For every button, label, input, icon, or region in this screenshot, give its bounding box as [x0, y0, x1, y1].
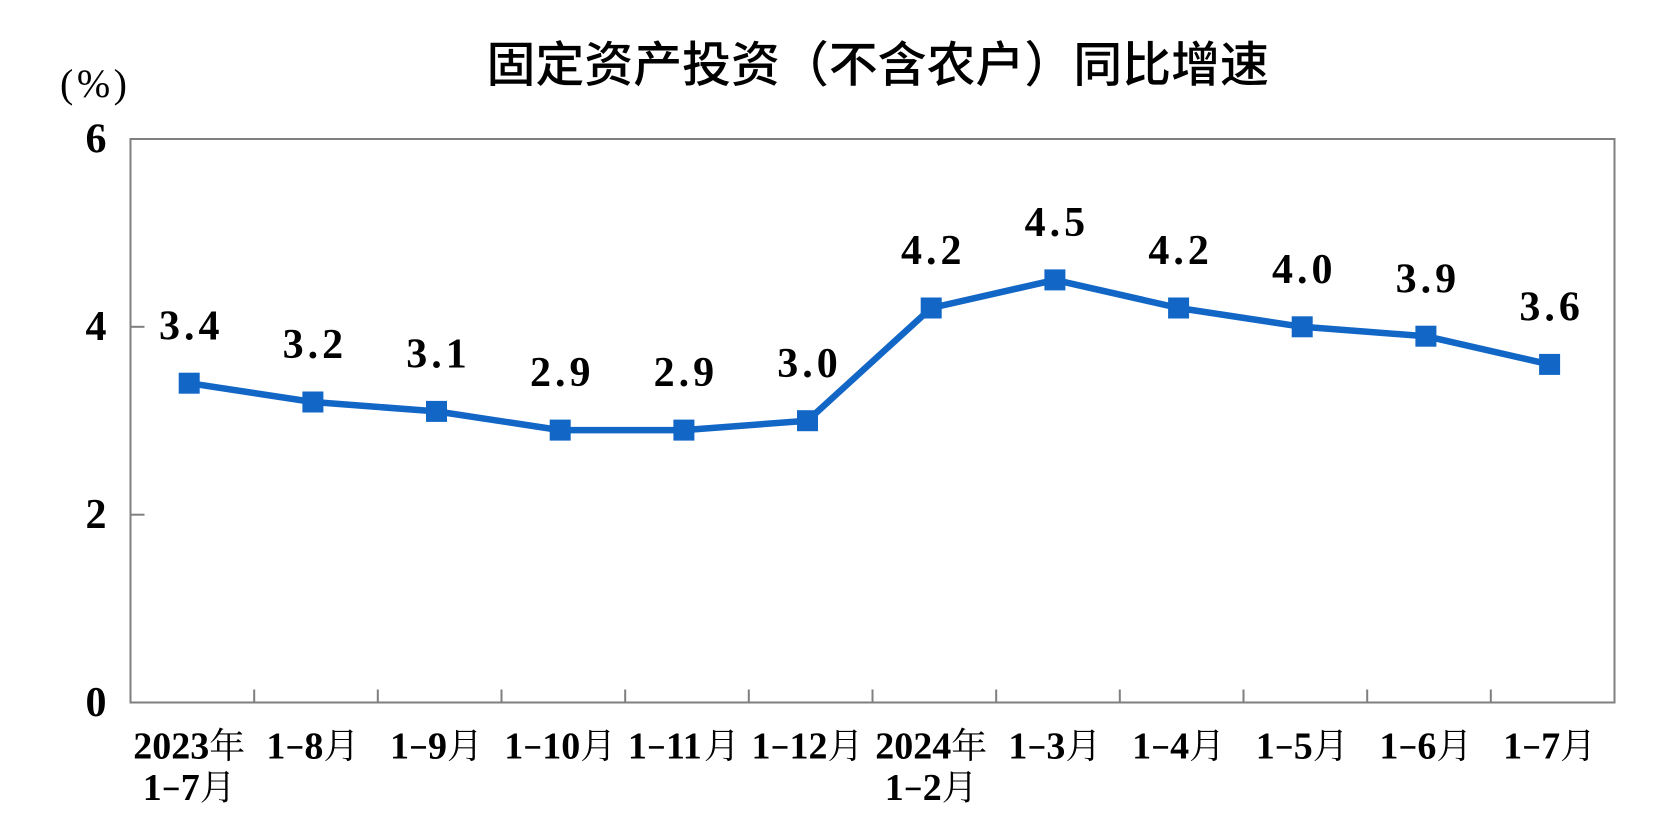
- svg-text:3: 3: [1046, 725, 1065, 767]
- svg-text:2023: 2023: [133, 725, 209, 767]
- svg-text:3.0: 3.0: [777, 341, 842, 387]
- svg-text:4.2: 4.2: [901, 228, 966, 274]
- svg-text:3.4: 3.4: [159, 303, 224, 349]
- svg-text:4.5: 4.5: [1025, 200, 1090, 246]
- svg-text:4.0: 4.0: [1272, 247, 1337, 293]
- svg-text:2: 2: [86, 492, 107, 538]
- svg-text:1: 1: [1256, 725, 1275, 767]
- svg-text:1: 1: [390, 725, 409, 767]
- svg-text:1: 1: [504, 725, 523, 767]
- svg-text:7: 7: [1541, 725, 1560, 767]
- svg-text:2.9: 2.9: [530, 350, 595, 396]
- svg-text:10: 10: [542, 725, 580, 767]
- svg-text:2: 2: [923, 767, 942, 809]
- svg-text:0: 0: [86, 680, 107, 726]
- svg-text:1: 1: [752, 725, 771, 767]
- svg-text:3.1: 3.1: [406, 332, 471, 378]
- svg-text:4: 4: [1170, 725, 1189, 767]
- svg-text:2.9: 2.9: [654, 350, 719, 396]
- svg-text:6: 6: [86, 116, 107, 162]
- svg-text:12: 12: [790, 725, 828, 767]
- svg-text:8: 8: [304, 725, 323, 767]
- svg-text:5: 5: [1294, 725, 1313, 767]
- svg-text:1: 1: [1008, 725, 1027, 767]
- svg-text:1: 1: [628, 725, 647, 767]
- svg-text:1: 1: [143, 767, 162, 809]
- svg-text:3.2: 3.2: [283, 322, 348, 368]
- svg-text:9: 9: [428, 725, 447, 767]
- svg-text:1: 1: [885, 767, 904, 809]
- svg-text:1: 1: [1503, 725, 1522, 767]
- svg-text:2024: 2024: [875, 725, 951, 767]
- svg-text:4: 4: [86, 304, 107, 350]
- svg-text:1: 1: [266, 725, 285, 767]
- svg-text:(%): (%): [60, 61, 130, 106]
- svg-text:4.2: 4.2: [1148, 228, 1213, 274]
- svg-text:7: 7: [181, 767, 200, 809]
- svg-text:6: 6: [1417, 725, 1436, 767]
- svg-text:1: 1: [1132, 725, 1151, 767]
- svg-text:3.6: 3.6: [1519, 285, 1584, 331]
- svg-text:11: 11: [666, 725, 702, 767]
- svg-text:3.9: 3.9: [1396, 256, 1461, 302]
- svg-text:1: 1: [1379, 725, 1398, 767]
